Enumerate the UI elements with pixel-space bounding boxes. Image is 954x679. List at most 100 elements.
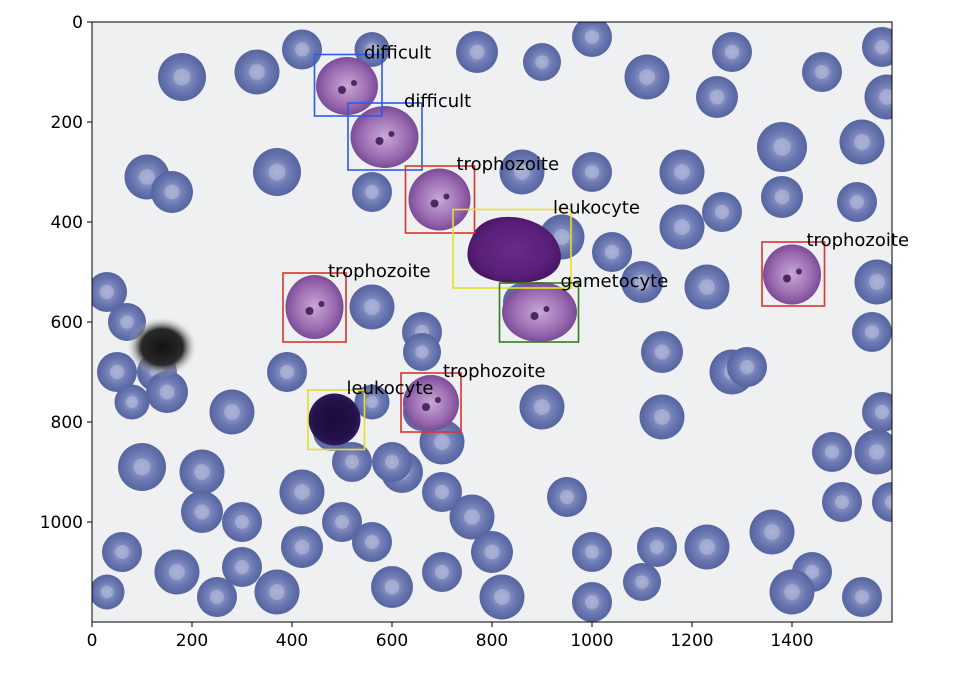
annotation-box-trophozoite: trophozoite: [761, 230, 910, 307]
y-tick-label: 800: [51, 413, 83, 433]
annotation-box-leukocyte: leukocyte: [452, 198, 640, 289]
cell-center: [875, 40, 889, 54]
bounding-box: [498, 282, 580, 343]
cell-center: [194, 504, 210, 520]
annotation-box-trophozoite: trophozoite: [404, 154, 560, 234]
infected-cell: [408, 168, 471, 231]
cell-center: [875, 405, 889, 419]
cell-center: [554, 229, 570, 245]
cell-center: [709, 89, 725, 105]
cell-center: [585, 165, 599, 179]
cell-center: [585, 545, 599, 559]
parasite-spot: [388, 131, 395, 137]
cell-center: [434, 434, 450, 450]
blood-cells: [92, 22, 892, 622]
annotation-box-difficult: difficult: [347, 91, 471, 171]
red-blood-cell: [872, 482, 892, 522]
cell-center: [885, 495, 892, 509]
bounding-box: [452, 208, 572, 289]
cell-center: [294, 539, 310, 555]
parasite-spot: [351, 80, 357, 86]
cell-center: [879, 89, 892, 105]
annotation-label: trophozoite: [807, 230, 910, 251]
cell-center: [125, 395, 139, 409]
bounding-box: [347, 102, 423, 171]
cell-center: [139, 169, 155, 185]
x-tick-label: 600: [376, 631, 408, 651]
cell-center: [854, 134, 870, 150]
cell-center: [365, 535, 379, 549]
cell-center: [464, 509, 480, 525]
cell-center: [268, 163, 286, 181]
cell-center: [345, 455, 359, 469]
x-tick-label: 200: [176, 631, 208, 651]
bounding-box: [761, 241, 826, 307]
microscope-image: [92, 22, 892, 622]
cell-center: [815, 65, 829, 79]
y-tick-label: 0: [72, 13, 83, 33]
cell-center: [120, 315, 134, 329]
cell-center: [634, 274, 650, 290]
parasite-spot: [338, 86, 346, 94]
dark-artifact: [127, 317, 197, 377]
parasite-spot: [375, 137, 384, 145]
cell-center: [335, 515, 349, 529]
annotation-label: trophozoite: [457, 154, 560, 175]
cell-center: [173, 68, 191, 86]
y-tick-label: 1000: [40, 513, 83, 533]
annotation-label: leukocyte: [347, 378, 434, 399]
cell-center: [764, 524, 780, 540]
parasite-spot: [783, 274, 791, 283]
parasite-spot: [543, 306, 550, 312]
x-tick-label: 1200: [670, 631, 713, 651]
cell-center: [635, 575, 649, 589]
cell-center: [855, 590, 869, 604]
infected-cell: [316, 57, 378, 115]
parasite-spot: [430, 199, 439, 208]
cell-center: [365, 395, 379, 409]
red-blood-cell: [864, 74, 892, 120]
cell-center: [639, 69, 655, 85]
infected-cell: [763, 244, 821, 305]
cell-center: [364, 299, 380, 315]
x-tick-label: 800: [476, 631, 508, 651]
cell-center: [560, 490, 574, 504]
cell-center: [585, 30, 599, 44]
cell-center: [435, 485, 449, 499]
annotation-label: difficult: [364, 43, 431, 64]
cell-center: [435, 565, 449, 579]
cell-center: [365, 43, 379, 56]
cell-center: [169, 564, 185, 580]
cell-center: [725, 45, 739, 59]
cell-center: [674, 219, 690, 235]
cell-center: [295, 42, 309, 57]
cell-center: [224, 404, 240, 420]
cell-center: [269, 584, 285, 600]
y-tick-label: 200: [51, 113, 83, 133]
annotation-label: difficult: [404, 91, 471, 112]
cell-center: [850, 195, 864, 209]
cell-center: [384, 579, 400, 595]
cell-center: [249, 64, 265, 80]
cell-center: [825, 445, 839, 459]
cell-center: [535, 55, 549, 69]
infected-cell: [285, 275, 344, 339]
cell-center: [865, 325, 879, 339]
x-tick-label: 1400: [770, 631, 813, 651]
bounding-box: [307, 389, 366, 451]
annotation-label: leukocyte: [553, 198, 640, 219]
cell-center: [164, 184, 180, 200]
parasite-spot: [530, 312, 539, 320]
cell-center: [699, 279, 715, 295]
cell-center: [469, 44, 485, 60]
cell-center: [605, 245, 619, 259]
cell-center: [415, 345, 429, 359]
x-axis: 0 200 400 600 800 1000 1200 1400: [87, 622, 814, 651]
parasite-spot: [305, 307, 314, 315]
x-tick-label: 400: [276, 631, 308, 651]
cell-center: [534, 399, 550, 415]
cell-center: [805, 565, 819, 579]
annotation-label: trophozoite: [328, 261, 431, 282]
annotation-layer: difficult difficult trophozoite leukocyte tr…: [282, 43, 910, 451]
